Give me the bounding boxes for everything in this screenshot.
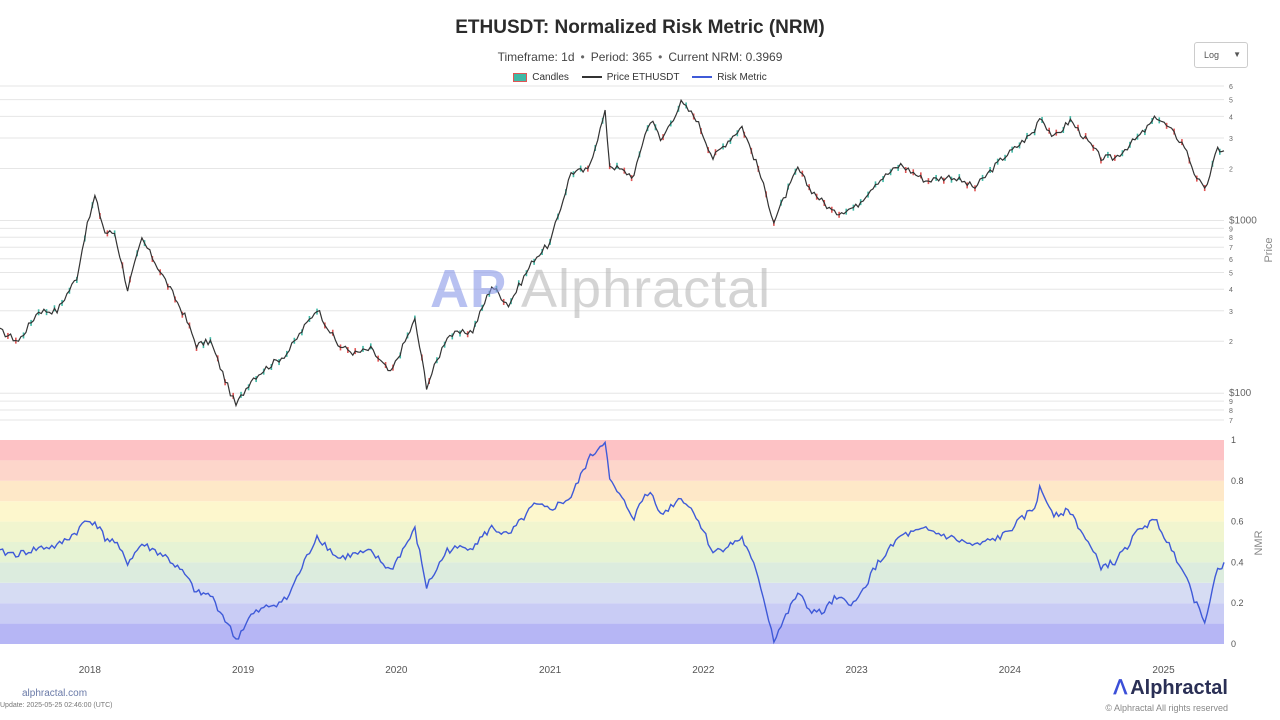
price-tick-label: 6: [1229, 257, 1233, 264]
price-tick-label: 8: [1229, 408, 1233, 415]
x-tick-label: 2025: [1152, 665, 1175, 676]
risk-band: [0, 603, 1224, 624]
scale-select-value: Log: [1204, 50, 1220, 60]
risk-line-swatch-icon: [692, 76, 713, 79]
risk-band: [0, 480, 1224, 502]
alphractal-logo-icon: AP: [430, 259, 508, 319]
price-tick-label: 5: [1229, 270, 1233, 277]
risk-band: [0, 623, 1224, 644]
x-tick-label: 2020: [385, 665, 408, 676]
price-tick-label: 3: [1229, 309, 1233, 316]
price-line-swatch-icon: [581, 76, 602, 79]
current-nrm-label: Current NRM: 0.3969: [668, 50, 783, 64]
risk-tick-label: 0.2: [1231, 598, 1244, 608]
risk-tick-label: 0.6: [1231, 517, 1244, 527]
risk-band: [0, 440, 1224, 461]
candle-swatch-icon: [513, 72, 528, 82]
separator-dot-icon: •: [580, 50, 585, 64]
chart-legend: Candles Price ETHUSDT Risk Metric: [0, 72, 1280, 83]
risk-band: [0, 521, 1224, 542]
price-line: [0, 98, 1225, 408]
risk-band: [0, 582, 1224, 604]
price-tick-label: 7: [1229, 418, 1233, 425]
chart-subtitle: Timeframe: 1d • Period: 365 • Current NRM: 0…: [0, 50, 1280, 64]
legend-item-price[interactable]: Price ETHUSDT: [581, 72, 680, 83]
risk-metric-line: [0, 440, 1225, 645]
price-tick-label: 7: [1229, 245, 1233, 252]
price-tick-label: $1000: [1229, 215, 1257, 226]
risk-tick-label: 0.4: [1231, 557, 1244, 567]
risk-tick-label: 1: [1231, 435, 1236, 445]
risk-band: [0, 542, 1224, 563]
period-label: Period: 365: [590, 50, 653, 64]
price-tick-label: 5: [1229, 98, 1233, 105]
separator-dot-icon: •: [658, 50, 663, 64]
legend-label: Risk Metric: [717, 72, 767, 83]
risk-axis-title: NMR: [1253, 530, 1265, 555]
x-tick-label: 2023: [845, 665, 868, 676]
alphractal-logo-icon: ᐱ: [1113, 677, 1128, 699]
price-tick-label: 4: [1229, 287, 1233, 294]
risk-tick-label: 0.8: [1231, 476, 1244, 486]
copyright-text: © Alphractal All rights reserved: [1105, 703, 1228, 713]
legend-item-risk-metric[interactable]: Risk Metric: [692, 72, 767, 83]
footer-left: alphractal.com Update: 2025-05-25 02:46:…: [0, 688, 112, 709]
price-axis-title: Price: [1263, 237, 1275, 262]
legend-label: Candles: [532, 72, 569, 83]
x-tick-label: 2018: [79, 665, 102, 676]
risk-band: [0, 501, 1224, 522]
x-tick-label: 2024: [999, 665, 1022, 676]
risk-tick-label: 0: [1231, 639, 1236, 649]
brand-logo: ᐱ Alphractal: [1105, 675, 1229, 700]
x-tick-label: 2021: [539, 665, 562, 676]
price-tick-label: 9: [1229, 399, 1233, 406]
scale-select[interactable]: Log ▼: [1194, 42, 1248, 68]
footer-right: ᐱ Alphractal © Alphractal All rights rese…: [1105, 675, 1228, 713]
price-tick-label: 3: [1229, 136, 1233, 143]
chart-title: ETHUSDT: Normalized Risk Metric (NRM): [455, 17, 825, 38]
price-tick-label: 8: [1229, 235, 1233, 242]
risk-band: [0, 562, 1224, 583]
price-tick-label: 9: [1229, 226, 1233, 233]
legend-item-candles[interactable]: Candles: [513, 72, 569, 83]
watermark: AP Alphractal: [430, 258, 771, 320]
price-tick-label: 4: [1229, 114, 1233, 121]
site-link[interactable]: alphractal.com: [22, 688, 88, 699]
price-tick-label: 2: [1229, 339, 1233, 346]
price-tick-label: 6: [1229, 84, 1233, 91]
brand-name: Alphractal: [1130, 677, 1228, 699]
x-tick-label: 2019: [232, 665, 255, 676]
price-tick-label: 2: [1229, 166, 1233, 173]
legend-label: Price ETHUSDT: [606, 72, 680, 83]
update-timestamp: Update: 2025-05-25 02:46:00 (UTC): [0, 702, 113, 709]
timeframe-label: Timeframe: 1d: [497, 50, 575, 64]
x-tick-label: 2022: [692, 665, 715, 676]
price-tick-label: $100: [1229, 388, 1252, 399]
watermark-text: Alphractal: [521, 259, 772, 319]
risk-band: [0, 460, 1224, 481]
chevron-down-icon: ▼: [1233, 50, 1241, 59]
